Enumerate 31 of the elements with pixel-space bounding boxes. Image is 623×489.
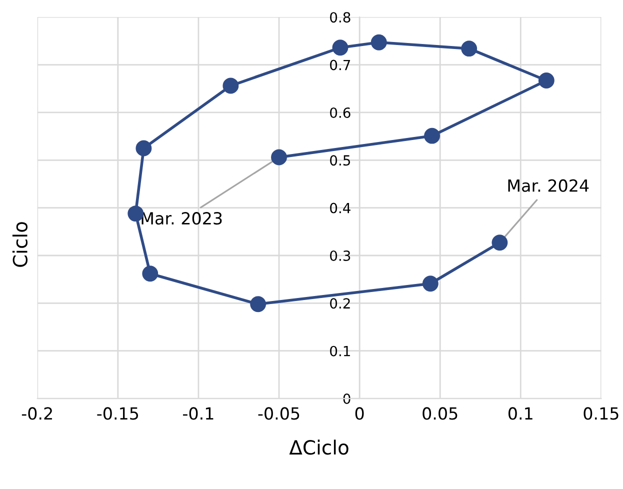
x-tick-label: -0.2	[22, 407, 52, 420]
y-axis-title: Ciclo	[12, 222, 28, 267]
x-tick-label: -0.05	[258, 407, 300, 420]
x-tick-label: -0.1	[183, 407, 214, 420]
y-tick-label: 0.4	[330, 202, 350, 214]
y-tick-label: 0.8	[330, 12, 350, 23]
y-tick-label: 0.7	[330, 60, 350, 70]
y-tick-label: 0.6	[330, 107, 350, 118]
x-tick-label: -0.15	[97, 407, 138, 420]
point	[271, 149, 287, 166]
y-tick-label: 0.3	[330, 250, 350, 261]
point	[136, 140, 152, 156]
x-tick-label: 0.05	[422, 407, 458, 420]
point	[370, 34, 387, 50]
point	[422, 276, 438, 292]
x-tick-label: 0.15	[584, 407, 618, 420]
point	[142, 266, 158, 282]
point	[538, 72, 554, 89]
y-tick-label: 0.1	[330, 346, 350, 356]
x-axis-title: ΔCiclo	[289, 440, 348, 455]
point	[222, 78, 239, 94]
x-tick-label: 0.1	[508, 407, 532, 420]
point	[332, 40, 348, 56]
y-tick-label: 0.2	[330, 298, 350, 309]
point	[424, 128, 440, 144]
point	[461, 40, 478, 57]
point	[250, 296, 266, 312]
annotation: Mar. 2024	[508, 179, 589, 192]
y-tick-label: 0.5	[330, 155, 350, 166]
point	[492, 234, 508, 251]
x-tick-label: 0	[355, 407, 364, 420]
